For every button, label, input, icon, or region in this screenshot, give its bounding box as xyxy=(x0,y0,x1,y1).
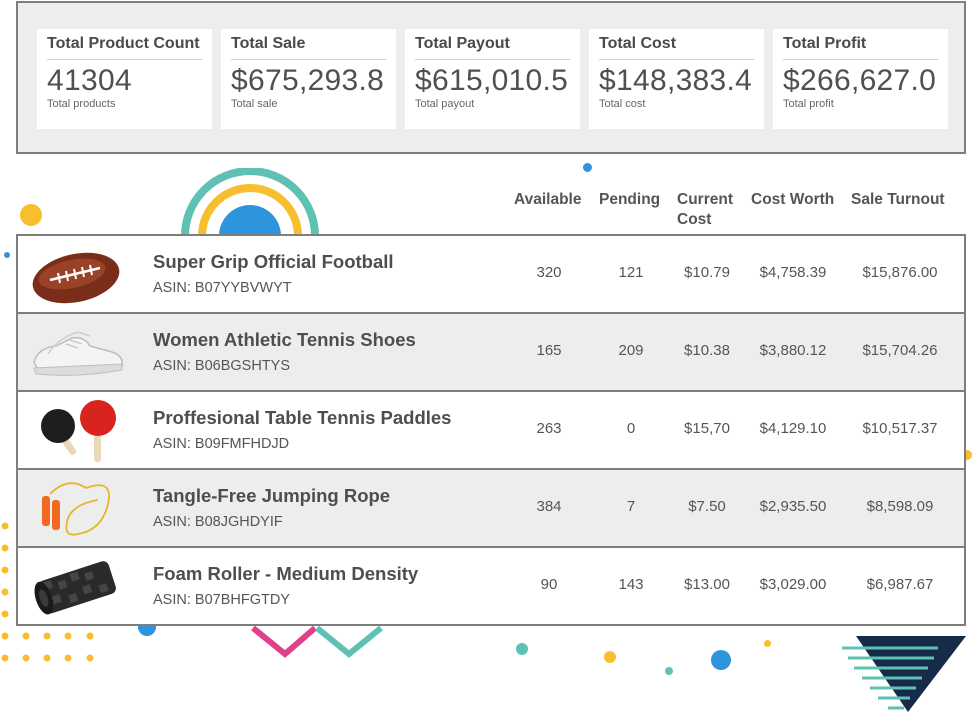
product-name[interactable]: Proffesional Table Tennis Paddles xyxy=(153,407,452,428)
card-subtitle: Total cost xyxy=(599,98,646,110)
product-asin: ASIN: B09FMFHDJD xyxy=(153,436,290,452)
product-asin: ASIN: B08JGHDYIF xyxy=(153,514,283,530)
product-name[interactable]: Tangle-Free Jumping Rope xyxy=(153,485,391,506)
pending-value: 7 xyxy=(626,498,636,515)
pending-value: 143 xyxy=(618,576,644,593)
table-row[interactable]: Foam Roller - Medium Density ASIN: B07BH… xyxy=(16,546,966,626)
current-cost-value: $10.38 xyxy=(684,342,730,359)
sale-turnout-value: $8,598.09 xyxy=(866,498,934,515)
card-value: $266,627.0 xyxy=(783,64,937,97)
cost-worth-value: $4,758.39 xyxy=(759,264,827,281)
card-title: Total Cost xyxy=(599,29,754,60)
column-header-pending[interactable]: Pending xyxy=(599,191,661,208)
product-name[interactable]: Super Grip Official Football xyxy=(153,251,394,272)
blue-dot-decoration xyxy=(4,252,10,258)
summary-card-product-count: Total Product Count 41304 Total products xyxy=(37,29,212,129)
card-value: $148,383.4 xyxy=(599,64,753,97)
football-icon xyxy=(32,252,120,304)
sneaker-icon xyxy=(33,331,124,376)
product-name[interactable]: Foam Roller - Medium Density xyxy=(153,563,419,584)
product-name[interactable]: Women Athletic Tennis Shoes xyxy=(153,329,416,350)
card-subtitle: Total payout xyxy=(415,98,475,110)
current-cost-value: $10.79 xyxy=(684,264,730,281)
paddles-icon xyxy=(41,400,116,462)
cost-worth-value: $2,935.50 xyxy=(759,498,827,515)
table-row[interactable]: Women Athletic Tennis Shoes ASIN: B06BGS… xyxy=(16,312,966,392)
pending-value: 209 xyxy=(618,342,644,359)
summary-card-total-cost: Total Cost $148,383.4 Total cost xyxy=(589,29,764,129)
cost-worth-value: $4,129.10 xyxy=(759,420,827,437)
available-value: 320 xyxy=(536,264,562,281)
column-header-available[interactable]: Available xyxy=(514,191,582,208)
available-value: 165 xyxy=(536,342,562,359)
card-value: $675,293.8 xyxy=(231,64,385,97)
sale-turnout-value: $15,876.00 xyxy=(862,264,938,281)
decorative-arcs xyxy=(181,168,319,237)
triangle-stripes-decoration xyxy=(842,636,966,712)
column-header-label: Cost xyxy=(677,211,712,228)
pending-value: 0 xyxy=(626,420,636,437)
card-value: 41304 xyxy=(47,64,132,97)
card-subtitle: Total products xyxy=(47,98,116,110)
card-title: Total Sale xyxy=(231,29,386,60)
available-value: 263 xyxy=(536,420,562,437)
foam-roller-icon xyxy=(34,561,116,615)
card-title: Total Payout xyxy=(415,29,570,60)
blue-dot-decoration xyxy=(711,650,731,670)
current-cost-value: $7.50 xyxy=(688,498,726,515)
teal-dot-decoration xyxy=(665,667,673,675)
table-row[interactable]: Super Grip Official Football ASIN: B07YY… xyxy=(16,234,966,314)
yellow-dot-decoration xyxy=(20,204,42,226)
cost-worth-value: $3,880.12 xyxy=(759,342,827,359)
card-subtitle: Total profit xyxy=(783,98,834,110)
card-title: Total Profit xyxy=(783,29,938,60)
pending-value: 121 xyxy=(618,264,644,281)
column-header-cost-worth[interactable]: Cost Worth xyxy=(751,191,835,208)
sale-turnout-value: $15,704.26 xyxy=(862,342,938,359)
product-asin: ASIN: B06BGSHTYS xyxy=(153,358,290,374)
summary-card-total-payout: Total Payout $615,010.5 Total payout xyxy=(405,29,580,129)
card-subtitle: Total sale xyxy=(231,98,278,110)
card-value: $615,010.5 xyxy=(415,64,569,97)
jump-rope-icon xyxy=(42,482,110,536)
yellow-dot-decoration xyxy=(962,450,972,460)
teal-dot-decoration xyxy=(516,643,528,655)
product-asin: ASIN: B07BHFGTDY xyxy=(153,592,290,608)
card-title: Total Product Count xyxy=(47,29,202,60)
cost-worth-value: $3,029.00 xyxy=(759,576,827,593)
product-asin: ASIN: B07YYBVWYT xyxy=(153,280,292,296)
current-cost-value: $15,70 xyxy=(684,420,730,437)
available-value: 384 xyxy=(536,498,562,515)
dot-grid-decoration xyxy=(1,522,94,662)
zigzag-decoration xyxy=(251,625,383,658)
summary-card-total-sale: Total Sale $675,293.8 Total sale xyxy=(221,29,396,129)
available-value: 90 xyxy=(540,576,558,593)
sale-turnout-value: $6,987.67 xyxy=(866,576,934,593)
current-cost-value: $13.00 xyxy=(684,576,730,593)
blue-dot-decoration xyxy=(583,163,592,172)
column-header-current-cost[interactable]: Current Cost xyxy=(677,190,733,230)
table-row[interactable]: Tangle-Free Jumping Rope ASIN: B08JGHDYI… xyxy=(16,468,966,548)
yellow-dot-decoration xyxy=(764,640,771,647)
column-header-sale-turnout[interactable]: Sale Turnout xyxy=(851,191,945,208)
summary-card-total-profit: Total Profit $266,627.0 Total profit xyxy=(773,29,948,129)
column-header-label: Current xyxy=(677,191,733,208)
table-row[interactable]: Proffesional Table Tennis Paddles ASIN: … xyxy=(16,390,966,470)
yellow-dot-decoration xyxy=(604,651,616,663)
sale-turnout-value: $10,517.37 xyxy=(862,420,938,437)
summary-panel: Total Product Count 41304 Total products… xyxy=(16,1,966,154)
